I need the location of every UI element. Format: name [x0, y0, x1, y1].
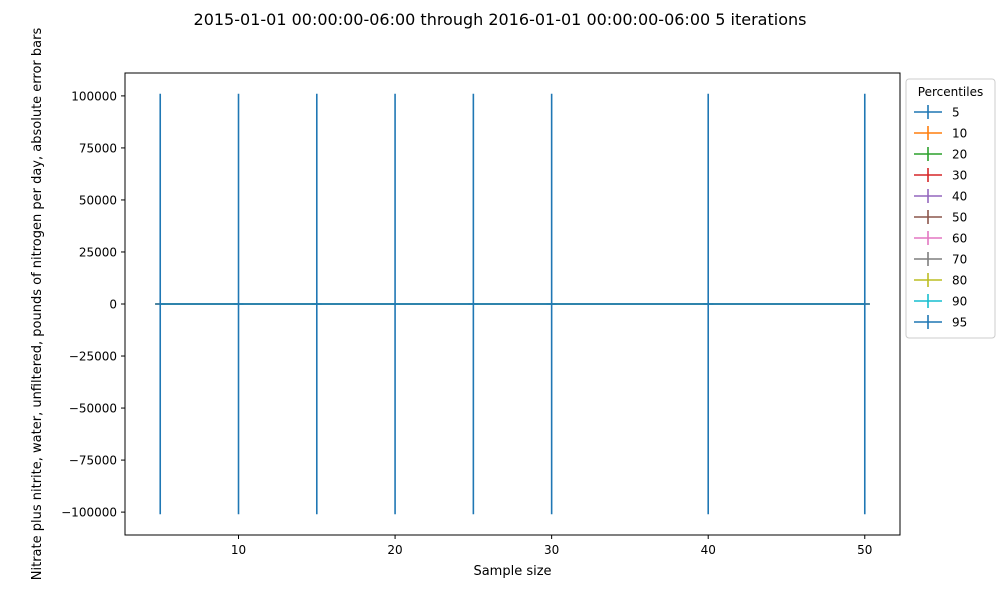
legend-item: 10	[914, 126, 967, 141]
legend-item: 60	[914, 231, 967, 246]
legend-label: 30	[952, 169, 967, 183]
y-tick-label: 0	[109, 298, 117, 312]
y-tick-label: −25000	[69, 350, 117, 364]
x-tick-label: 40	[701, 543, 716, 557]
legend-item: 95	[914, 315, 967, 330]
legend-box	[905, 78, 996, 339]
x-tick-label: 30	[544, 543, 559, 557]
legend-item: 90	[914, 294, 967, 309]
legend-label: 80	[952, 274, 967, 288]
legend-label: 60	[952, 232, 967, 246]
y-tick-label: 25000	[79, 245, 117, 259]
legend-label: 20	[952, 148, 967, 162]
legend-item: 80	[914, 273, 967, 288]
y-tick-label: 100000	[71, 89, 117, 103]
x-axis: 10 20 30 40 50	[231, 535, 872, 557]
x-tick-label: 50	[857, 543, 872, 557]
y-axis-label: Nitrate plus nitrite, water, unfiltered,…	[30, 28, 45, 581]
y-tick-label: −100000	[61, 506, 117, 520]
y-tick-label: 50000	[79, 193, 117, 207]
x-axis-label: Sample size	[473, 564, 551, 579]
legend-item: 40	[914, 189, 967, 204]
legend-label: 5	[952, 106, 960, 120]
series-95	[155, 93, 870, 515]
legend-item: 50	[914, 210, 967, 225]
y-tick-label: −75000	[69, 454, 117, 468]
legend-item: 70	[914, 252, 967, 267]
legend-item: 30	[914, 168, 967, 183]
legend-label: 50	[952, 211, 967, 225]
x-tick-label: 10	[231, 543, 246, 557]
legend-label: 10	[952, 127, 967, 141]
legend-title: Percentiles	[918, 85, 983, 99]
legend-item: 20	[914, 147, 967, 162]
y-tick-label: 75000	[79, 141, 117, 155]
legend: Percentiles 5 10 20 30 40 50 60 70 80 90 95	[905, 78, 996, 339]
x-tick-label: 20	[387, 543, 402, 557]
legend-label: 40	[952, 190, 967, 204]
legend-label: 90	[952, 295, 967, 309]
legend-label: 70	[952, 253, 967, 267]
y-axis: 100000 75000 50000 25000 0 −25000 −50000 −75000…	[61, 89, 125, 520]
legend-item: 5	[914, 105, 960, 120]
y-tick-label: −50000	[69, 402, 117, 416]
legend-label: 95	[952, 316, 967, 330]
plot-area	[155, 93, 870, 515]
chart-title: 2015-01-01 00:00:00-06:00 through 2016-0…	[194, 10, 807, 29]
